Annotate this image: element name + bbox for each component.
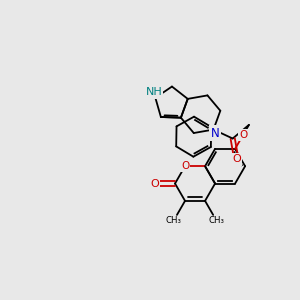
Text: CH₃: CH₃ (208, 216, 224, 225)
Text: O: O (181, 161, 189, 171)
Text: NH: NH (146, 87, 162, 98)
Text: O: O (232, 154, 241, 164)
Text: O: O (239, 130, 248, 140)
Text: N: N (211, 127, 219, 140)
Text: CH₃: CH₃ (166, 216, 182, 225)
Text: O: O (150, 178, 159, 188)
